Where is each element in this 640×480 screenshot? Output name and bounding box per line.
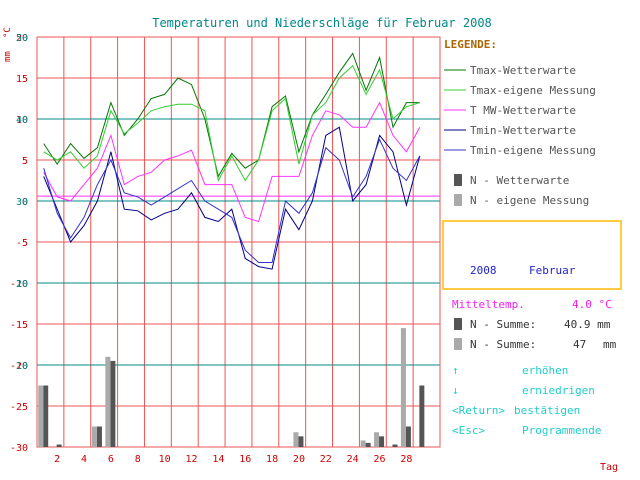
legend-panel: LEGENDE: Tmax-Wetterwarte Tmax-eigene Mes…: [444, 38, 596, 207]
precipitation-tick-label: 20: [16, 279, 28, 290]
period-year: 2008: [470, 264, 497, 277]
x-tick-label: 2: [54, 454, 60, 465]
temperature-tick-label: -15: [10, 320, 28, 331]
temperature-tick-label: -10: [10, 279, 28, 290]
x-tick-label: 18: [266, 454, 278, 465]
control-increase-label: erhöhen: [522, 364, 568, 377]
control-increase[interactable]: ↑ erhöhen: [452, 364, 568, 377]
series-line: [43, 64, 420, 182]
control-exit-label: Programmende: [522, 424, 601, 437]
x-tick-label: 20: [293, 454, 305, 465]
unit-celsius: °C: [3, 27, 13, 38]
x-tick-label: 16: [239, 454, 251, 465]
precip-sum-1-value: 40.9 mm: [564, 318, 611, 331]
temperature-tick-label: -25: [10, 402, 28, 413]
temperature-tick-label: 0: [22, 197, 28, 208]
x-tick-label: 4: [81, 454, 87, 465]
precipitation-bar: [379, 436, 385, 447]
stats-panel: Mitteltemp. 4.0 °C N - Summe: 40.9 mm N …: [452, 298, 617, 351]
temperature-tick-label: -20: [10, 361, 28, 372]
temperature-tick-label: 15: [16, 74, 28, 85]
chart-title: Temperaturen und Niederschläge für Febru…: [152, 16, 492, 30]
legend-label: Tmin-eigene Messung: [470, 144, 596, 157]
precipitation-bar: [374, 432, 380, 447]
grid: [36, 36, 441, 448]
legend-label: Tmax-Wetterwarte: [470, 64, 576, 77]
x-tick-label: 26: [374, 454, 386, 465]
precipitation-bar: [392, 444, 398, 447]
controls-panel: ↑ erhöhen ↓ erniedrigen <Return> bestäti…: [452, 364, 601, 437]
precipitation-bar: [298, 436, 304, 447]
control-confirm-key: <Return>: [452, 404, 505, 417]
x-tick-label: 28: [400, 454, 412, 465]
control-confirm-label: bestätigen: [514, 404, 580, 417]
precipitation-bar: [110, 360, 116, 447]
x-axis-label: Tag: [600, 462, 618, 473]
legend-label: Tmax-eigene Messung: [470, 84, 596, 97]
precipitation-tick-label: 40: [16, 115, 28, 126]
temperature-tick-label: 20: [16, 33, 28, 44]
precipitation-bar: [56, 444, 62, 447]
precipitation-bar: [360, 440, 366, 447]
x-tick-label: 12: [185, 454, 197, 465]
temperature-lines: [43, 52, 421, 270]
control-increase-key: ↑: [452, 364, 459, 377]
precipitation-bar: [293, 432, 299, 447]
precipitation-bar: [91, 426, 97, 447]
legend-heading: LEGENDE:: [444, 38, 497, 51]
control-decrease-key: ↓: [452, 384, 459, 397]
precipitation-bar: [405, 426, 411, 447]
x-tick-label: 14: [212, 454, 224, 465]
legend-items: Tmax-Wetterwarte Tmax-eigene Messung T MW-…: [444, 64, 596, 207]
plot-frame: [36, 36, 441, 448]
x-tick-label: 10: [159, 454, 171, 465]
precipitation-bar: [38, 385, 44, 447]
control-confirm[interactable]: <Return> bestätigen: [452, 404, 580, 417]
temperature-tick-label: -30: [10, 443, 28, 454]
precipitation-bar: [96, 426, 102, 447]
x-tick-label: 8: [135, 454, 141, 465]
precipitation-bars: [38, 328, 425, 447]
legend-swatch-bar: [454, 174, 462, 186]
series-line: [43, 101, 421, 223]
control-exit[interactable]: <Esc> Programmende: [452, 424, 601, 437]
series-line: [43, 138, 421, 263]
legend-label: N - eigene Messung: [470, 194, 589, 207]
period-month: Februar: [529, 264, 576, 277]
legend-label: T MW-Wetterwarte: [470, 104, 576, 117]
legend-swatch-bar: [454, 194, 462, 206]
mean-temp-value: 4.0 °C: [572, 298, 612, 311]
period-box: 2008 Februar: [442, 220, 622, 290]
control-exit-key: <Esc>: [452, 424, 485, 437]
precip-sum-2-value: 47: [573, 338, 586, 351]
x-tick-label: 6: [108, 454, 114, 465]
precipitation-tick-label: 50: [16, 33, 28, 44]
precipitation-bar: [419, 385, 425, 447]
control-decrease[interactable]: ↓ erniedrigen: [452, 384, 595, 397]
series-line: [43, 52, 420, 178]
x-tick-label: 22: [320, 454, 332, 465]
legend-label: N - Wetterwarte: [470, 174, 569, 187]
legend-label: Tmin-Wetterwarte: [470, 124, 576, 137]
temperature-tick-label: 10: [16, 115, 28, 126]
precipitation-bar: [400, 328, 406, 447]
mean-temp-label: Mitteltemp.: [452, 298, 525, 311]
precip-sum-2-label: N - Summe:: [470, 338, 536, 351]
unit-mm: mm: [3, 51, 13, 62]
precipitation-tick-label: 30: [16, 197, 28, 208]
precipitation-tick-label: 10: [16, 361, 28, 372]
precipitation-bar: [105, 356, 111, 447]
control-decrease-label: erniedrigen: [522, 384, 595, 397]
temperature-tick-label: 5: [22, 156, 28, 167]
precip-sum-2-unit: mm: [603, 338, 617, 351]
precip-sum-1-label: N - Summe:: [470, 318, 536, 331]
temperature-tick-label: -5: [16, 238, 28, 249]
precipitation-bar: [43, 385, 49, 447]
x-tick-label: 24: [347, 454, 359, 465]
precipitation-bar: [365, 442, 371, 447]
